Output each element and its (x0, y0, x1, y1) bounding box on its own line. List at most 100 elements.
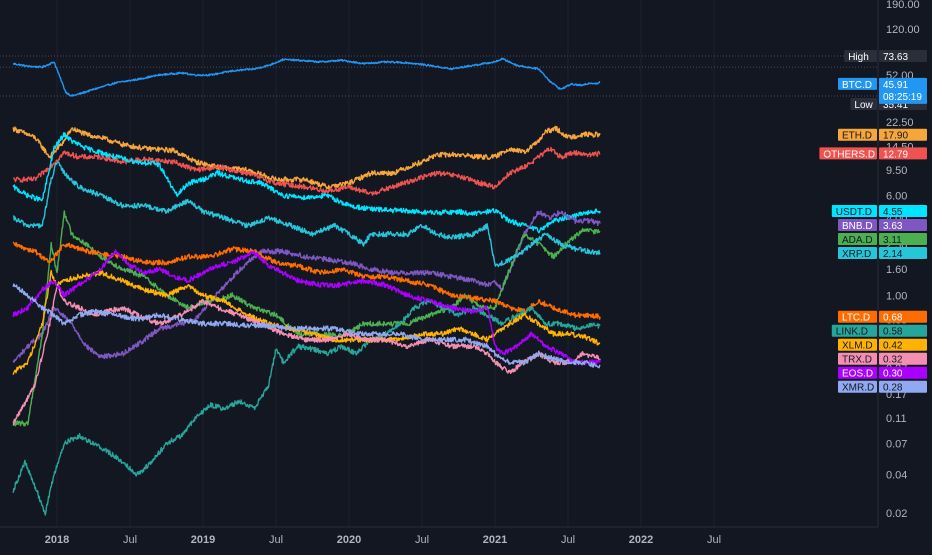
time-axis-tick-label: 2020 (337, 534, 361, 546)
badge-eos-d-value-bg (879, 366, 927, 379)
badge-ada-d[interactable]: ADA.D 3.11 (838, 232, 927, 246)
badge-xlm-d-label: XLM.D (842, 341, 873, 352)
main-axis-tick-label: 1.00 (886, 290, 907, 302)
badge-xrp-d[interactable]: XRP.D 2.14 (838, 246, 927, 260)
main-axis-tick-label: 6.00 (886, 191, 907, 203)
series-line-others-d[interactable] (13, 146, 601, 196)
high-badge[interactable]: High 73.63 (844, 49, 927, 63)
badge-others-d-value: 12.79 (883, 149, 908, 160)
time-axis-tick-label: 2022 (629, 534, 653, 546)
badge-ada-d-value: 3.11 (883, 235, 902, 246)
badge-xrp-d-label: XRP.D (842, 249, 871, 260)
badge-eth-d-value-bg (879, 128, 927, 141)
badge-xmr-d-label-bg (838, 380, 877, 393)
badge-bnb-d[interactable]: BNB.D 3.63 (838, 218, 927, 232)
series-line-usdt-d[interactable] (12, 132, 601, 234)
badge-ltc-d-value: 0.68 (883, 313, 903, 324)
high-badge-label-bg (844, 49, 877, 62)
series-line-btc-d[interactable] (12, 57, 601, 97)
badge-ltc-d-label: LTC.D (842, 313, 870, 324)
badge-xlm-d-value-bg (879, 338, 927, 351)
main-axis-tick-label: 1.60 (886, 264, 907, 276)
series-line-eth-d[interactable] (12, 125, 601, 190)
grid (56, 0, 715, 527)
badge-eth-d-value: 17.90 (883, 131, 908, 142)
time-axis-tick-label: 2019 (191, 534, 215, 546)
time-axis-tick-label: Jul (415, 534, 429, 546)
series-group (12, 57, 601, 516)
badge-ada-d-label-bg (838, 232, 877, 245)
badge-trx-d-value: 0.32 (883, 355, 903, 366)
main-axis-tick-label: 0.02 (886, 508, 907, 520)
badge-usdt-d[interactable]: USDT.D 4.55 (831, 204, 927, 218)
series-line-xmr-d[interactable] (12, 283, 601, 369)
badge-xmr-d[interactable]: XMR.D 0.28 (838, 380, 927, 394)
time-axis-tick-label: 2018 (45, 534, 69, 546)
badge-xmr-d-value-bg (879, 380, 927, 393)
high-badge-label: High (848, 52, 869, 63)
badge-btc-d-value-bg (879, 77, 927, 104)
main-axis-tick-label: 9.50 (886, 165, 907, 177)
badge-link-d-label: LINK.D (836, 327, 868, 338)
badge-usdt-d-value: 4.55 (883, 207, 903, 218)
badge-others-d-label: OTHERS.D (823, 149, 875, 160)
main-axis-tick-label: 0.07 (886, 438, 907, 450)
badge-others-d[interactable]: OTHERS.D 12.79 (819, 147, 927, 160)
badge-xlm-d-label-bg (838, 338, 877, 351)
badge-trx-d[interactable]: TRX.D 0.32 (838, 352, 927, 366)
badge-link-d-label-bg (831, 324, 877, 337)
badge-xmr-d-value: 0.28 (883, 383, 903, 394)
top-axis-tick-label: 190.00 (886, 0, 920, 11)
badge-ltc-d-label-bg (838, 310, 877, 323)
badge-bnb-d-label: BNB.D (842, 221, 873, 232)
badge-eos-d[interactable]: EOS.D 0.30 (838, 366, 927, 380)
badge-btc-d-countdown: 08:25:19 (883, 92, 922, 103)
badge-trx-d-label: TRX.D (842, 355, 872, 366)
badge-eos-d-value: 0.30 (883, 369, 903, 380)
badge-bnb-d-label-bg (838, 218, 877, 231)
badge-usdt-d-label-bg (831, 204, 877, 217)
time-axis-tick-label: 2021 (483, 534, 507, 546)
badge-usdt-d-label: USDT.D (836, 207, 872, 218)
badge-eth-d[interactable]: ETH.D 17.90 (838, 128, 927, 142)
series-line-eos-d[interactable] (12, 249, 601, 366)
badge-btc-d-label-bg (838, 77, 877, 90)
time-axis-tick-label: Jul (123, 534, 137, 546)
badge-btc-d-label: BTC.D (842, 80, 872, 91)
series-line-xrp-d[interactable] (13, 161, 601, 268)
badge-xrp-d-value-bg (879, 246, 927, 259)
main-axis-tick-label: 0.04 (886, 469, 907, 481)
high-badge-value: 73.63 (883, 52, 908, 63)
series-line-trx-d[interactable] (12, 284, 601, 426)
series-line-link-d[interactable] (12, 299, 601, 516)
badge-ada-d-value-bg (879, 232, 927, 245)
badge-xrp-d-label-bg (838, 246, 877, 259)
badge-ltc-d[interactable]: LTC.D 0.68 (838, 310, 927, 324)
badge-xmr-d-label: XMR.D (842, 383, 874, 394)
badge-bnb-d-value-bg (879, 218, 927, 231)
badge-ada-d-label: ADA.D (842, 235, 873, 246)
low-badge-label: Low (854, 100, 873, 111)
badge-others-d-value-bg (879, 147, 927, 160)
time-axis-tick-label: Jul (269, 534, 283, 546)
low-badge-value: 35.41 (883, 100, 908, 111)
badge-link-d-value-bg (879, 324, 927, 337)
badge-link-d-value: 0.58 (883, 327, 903, 338)
main-axis-tick-label: 0.11 (886, 413, 907, 425)
badge-xlm-d-value: 0.42 (883, 341, 903, 352)
badge-xlm-d[interactable]: XLM.D 0.42 (838, 338, 927, 352)
low-badge-label-bg (850, 98, 877, 111)
badge-link-d[interactable]: LINK.D 0.58 (831, 324, 927, 338)
high-badge-value-bg (879, 49, 927, 62)
badge-usdt-d-value-bg (879, 204, 927, 217)
badge-trx-d-label-bg (838, 352, 877, 365)
badge-btc-d-value: 45.91 (883, 80, 908, 91)
top-axis-tick-label: 120.00 (886, 24, 920, 36)
main-axis-tick-label: 22.50 (886, 117, 914, 129)
badge-eth-d-label: ETH.D (842, 131, 872, 142)
time-axis-tick-label: Jul (561, 534, 575, 546)
series-line-xlm-d[interactable] (12, 269, 601, 375)
